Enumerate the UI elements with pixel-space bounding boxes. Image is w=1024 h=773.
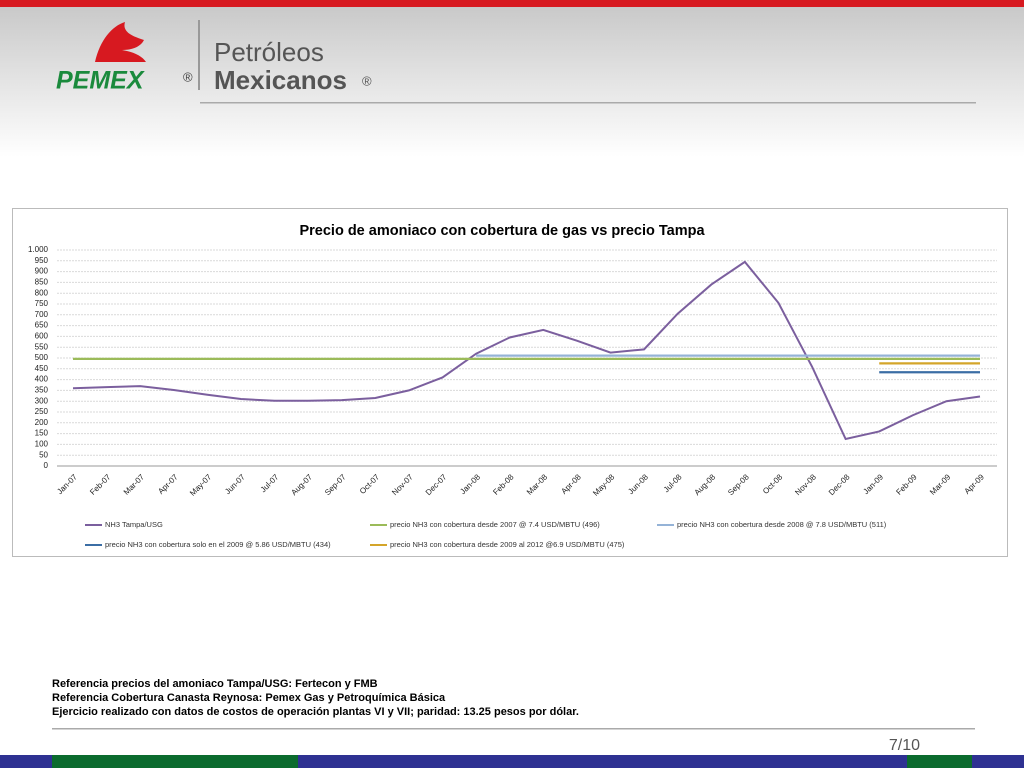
legend-label: precio NH3 con cobertura solo en el 2009… (105, 540, 331, 549)
brand: PEMEX (56, 67, 145, 95)
footer-rule (52, 728, 975, 730)
eagle (95, 22, 146, 62)
y-tick-label: 600 (35, 332, 49, 341)
y-tick-label: 350 (35, 386, 49, 395)
footnote: Ejercicio realizado con datos de costos … (52, 706, 579, 718)
top-bar (0, 0, 1024, 7)
y-tick-label: 950 (35, 256, 49, 265)
y-tick-label: 900 (35, 267, 49, 276)
y-tick-label: 400 (35, 375, 49, 384)
y-tick-label: 750 (35, 299, 49, 308)
y-tick-label: 500 (35, 353, 49, 362)
logo-divider (198, 20, 200, 90)
y-tick-label: 0 (44, 461, 49, 470)
y-tick-label: 50 (39, 450, 48, 459)
y-tick-label: 1.000 (28, 245, 49, 254)
chart-title: Precio de amoniaco con cobertura de gas … (299, 223, 705, 239)
y-tick-label: 200 (35, 418, 49, 427)
y-tick-label: 300 (35, 396, 49, 405)
footnote: Referencia Cobertura Canasta Reynosa: Pe… (52, 692, 446, 704)
y-tick-label: 700 (35, 310, 49, 319)
series-line (72, 260, 981, 441)
brand-mark: ® (183, 69, 193, 84)
legend-label: precio NH3 con cobertura desde 2007 @ 7.… (390, 520, 600, 529)
legend-label: NH3 Tampa/USG (105, 520, 163, 529)
y-tick-label: 100 (35, 440, 49, 449)
y-tick-label: 800 (35, 288, 49, 297)
legend-label: precio NH3 con cobertura desde 2008 @ 7.… (677, 520, 887, 529)
page-number: 7/10 (889, 737, 920, 754)
legend-label: precio NH3 con cobertura desde 2009 al 2… (390, 540, 625, 549)
bottom-bar-green (52, 755, 298, 768)
y-tick-label: 150 (35, 429, 49, 438)
name-mark: ® (362, 73, 372, 88)
bottom-bar-green (907, 755, 972, 768)
header-rule (200, 102, 976, 104)
name-line2: Mexicanos (214, 65, 347, 95)
y-tick-label: 250 (35, 407, 49, 416)
y-tick-label: 850 (35, 278, 49, 287)
chart-frame (12, 208, 1008, 557)
header-gradient (0, 7, 1024, 157)
footnotes: Referencia precios del amoniaco Tampa/US… (52, 678, 579, 718)
y-tick-label: 550 (35, 342, 49, 351)
logo: PEMEX ® Petróleos Mexicanos ® (56, 20, 372, 95)
name-line1: Petróleos (214, 37, 324, 67)
footnote: Referencia precios del amoniaco Tampa/US… (52, 678, 378, 690)
y-tick-label: 650 (35, 321, 49, 330)
y-tick-label: 450 (35, 364, 49, 373)
